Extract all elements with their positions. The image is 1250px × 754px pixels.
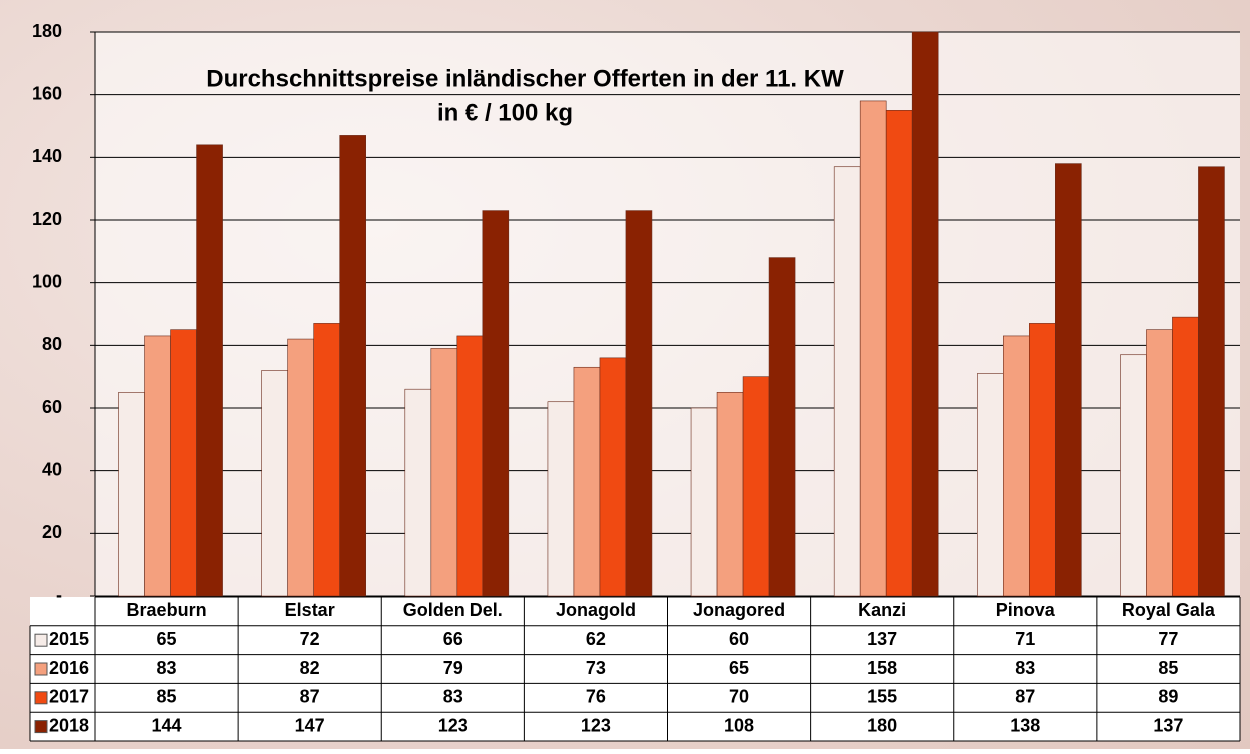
bar bbox=[833, 166, 861, 597]
chart-title: Durchschnittspreise inländischer Offerte… bbox=[206, 65, 844, 92]
table-value: 123 bbox=[581, 715, 611, 735]
bar bbox=[196, 144, 223, 597]
y-tick-label: 60 bbox=[42, 397, 62, 417]
table-value: 70 bbox=[729, 687, 749, 707]
x-tick-label: Kanzi bbox=[858, 600, 906, 620]
table-value: 79 bbox=[443, 658, 463, 678]
y-tick-label: - bbox=[56, 585, 62, 605]
bar bbox=[690, 407, 718, 597]
legend-label: 2017 bbox=[49, 687, 89, 707]
y-tick-label: 80 bbox=[42, 334, 62, 354]
table-value: 137 bbox=[1153, 715, 1183, 735]
bar bbox=[482, 210, 510, 597]
table-value: 82 bbox=[300, 658, 320, 678]
bar bbox=[573, 366, 601, 597]
bar bbox=[404, 388, 432, 597]
legend-swatch bbox=[34, 662, 48, 676]
table-value: 60 bbox=[729, 629, 749, 649]
bar bbox=[1003, 335, 1030, 597]
bar bbox=[1146, 329, 1173, 597]
table-value: 144 bbox=[152, 715, 182, 735]
table-value: 87 bbox=[300, 687, 320, 707]
table-value: 147 bbox=[295, 715, 325, 735]
table-value: 89 bbox=[1158, 687, 1178, 707]
bar bbox=[742, 376, 770, 597]
bar bbox=[599, 357, 627, 597]
y-tick-label: 40 bbox=[42, 459, 62, 479]
x-tick-label: Braeburn bbox=[127, 600, 207, 620]
table-value: 73 bbox=[586, 658, 606, 678]
legend-label: 2018 bbox=[49, 715, 89, 735]
bar bbox=[339, 135, 366, 597]
y-tick-label: 160 bbox=[32, 83, 62, 103]
y-tick-label: 100 bbox=[32, 271, 62, 291]
bar bbox=[859, 100, 887, 597]
table-value: 108 bbox=[724, 715, 754, 735]
x-tick-label: Golden Del. bbox=[403, 600, 503, 620]
bar bbox=[144, 335, 171, 597]
x-tick-label: Jonagold bbox=[556, 600, 636, 620]
bar bbox=[1172, 316, 1199, 597]
table-value: 72 bbox=[300, 629, 320, 649]
y-tick-label: 20 bbox=[42, 522, 62, 542]
table-value: 71 bbox=[1015, 629, 1035, 649]
x-tick-label: Elstar bbox=[285, 600, 335, 620]
legend-label: 2016 bbox=[49, 658, 89, 678]
chart-subtitle: in € / 100 kg bbox=[437, 99, 573, 126]
table-value: 65 bbox=[729, 658, 749, 678]
y-tick-label: 140 bbox=[32, 146, 62, 166]
bar bbox=[313, 323, 340, 597]
bar bbox=[170, 329, 197, 597]
y-tick-label: 120 bbox=[32, 209, 62, 229]
bar bbox=[911, 31, 939, 597]
data-table-bg bbox=[30, 597, 1240, 741]
bar bbox=[1120, 354, 1147, 597]
table-value: 123 bbox=[438, 715, 468, 735]
bar bbox=[1198, 166, 1225, 597]
bar bbox=[977, 373, 1004, 597]
table-value: 62 bbox=[586, 629, 606, 649]
table-value: 76 bbox=[586, 687, 606, 707]
legend-swatch bbox=[34, 720, 48, 734]
bar bbox=[456, 335, 484, 597]
table-value: 137 bbox=[867, 629, 897, 649]
legend-swatch bbox=[34, 691, 48, 705]
bar bbox=[1055, 163, 1082, 597]
table-value: 158 bbox=[867, 658, 897, 678]
table-value: 83 bbox=[443, 687, 463, 707]
table-value: 85 bbox=[157, 687, 177, 707]
legend-label: 2015 bbox=[49, 629, 89, 649]
bar bbox=[261, 370, 288, 597]
bar bbox=[885, 110, 913, 597]
table-value: 77 bbox=[1158, 629, 1178, 649]
bar bbox=[625, 210, 653, 597]
x-tick-label: Jonagored bbox=[693, 600, 785, 620]
legend-swatch bbox=[34, 633, 48, 647]
bar bbox=[118, 392, 145, 597]
bar bbox=[547, 401, 575, 597]
table-value: 155 bbox=[867, 687, 897, 707]
table-value: 138 bbox=[1010, 715, 1040, 735]
table-value: 66 bbox=[443, 629, 463, 649]
bar bbox=[768, 257, 796, 597]
y-tick-label: 180 bbox=[32, 21, 62, 41]
table-value: 83 bbox=[1015, 658, 1035, 678]
bar bbox=[716, 392, 744, 597]
bar bbox=[430, 348, 458, 597]
x-tick-label: Royal Gala bbox=[1122, 600, 1216, 620]
table-value: 65 bbox=[157, 629, 177, 649]
table-value: 85 bbox=[1158, 658, 1178, 678]
bar bbox=[287, 338, 314, 597]
table-value: 87 bbox=[1015, 687, 1035, 707]
bar bbox=[1029, 323, 1056, 597]
table-value: 180 bbox=[867, 715, 897, 735]
x-tick-label: Pinova bbox=[996, 600, 1056, 620]
table-value: 83 bbox=[157, 658, 177, 678]
